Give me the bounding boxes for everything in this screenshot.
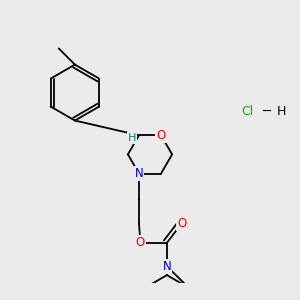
Text: O: O: [136, 236, 145, 249]
Text: ─: ─: [262, 105, 270, 118]
Text: N: N: [135, 167, 143, 180]
Text: H: H: [276, 105, 286, 118]
Text: H: H: [128, 133, 136, 142]
Text: O: O: [177, 217, 186, 230]
Text: N: N: [163, 260, 171, 273]
Text: Cl: Cl: [241, 105, 253, 118]
Text: O: O: [156, 129, 166, 142]
